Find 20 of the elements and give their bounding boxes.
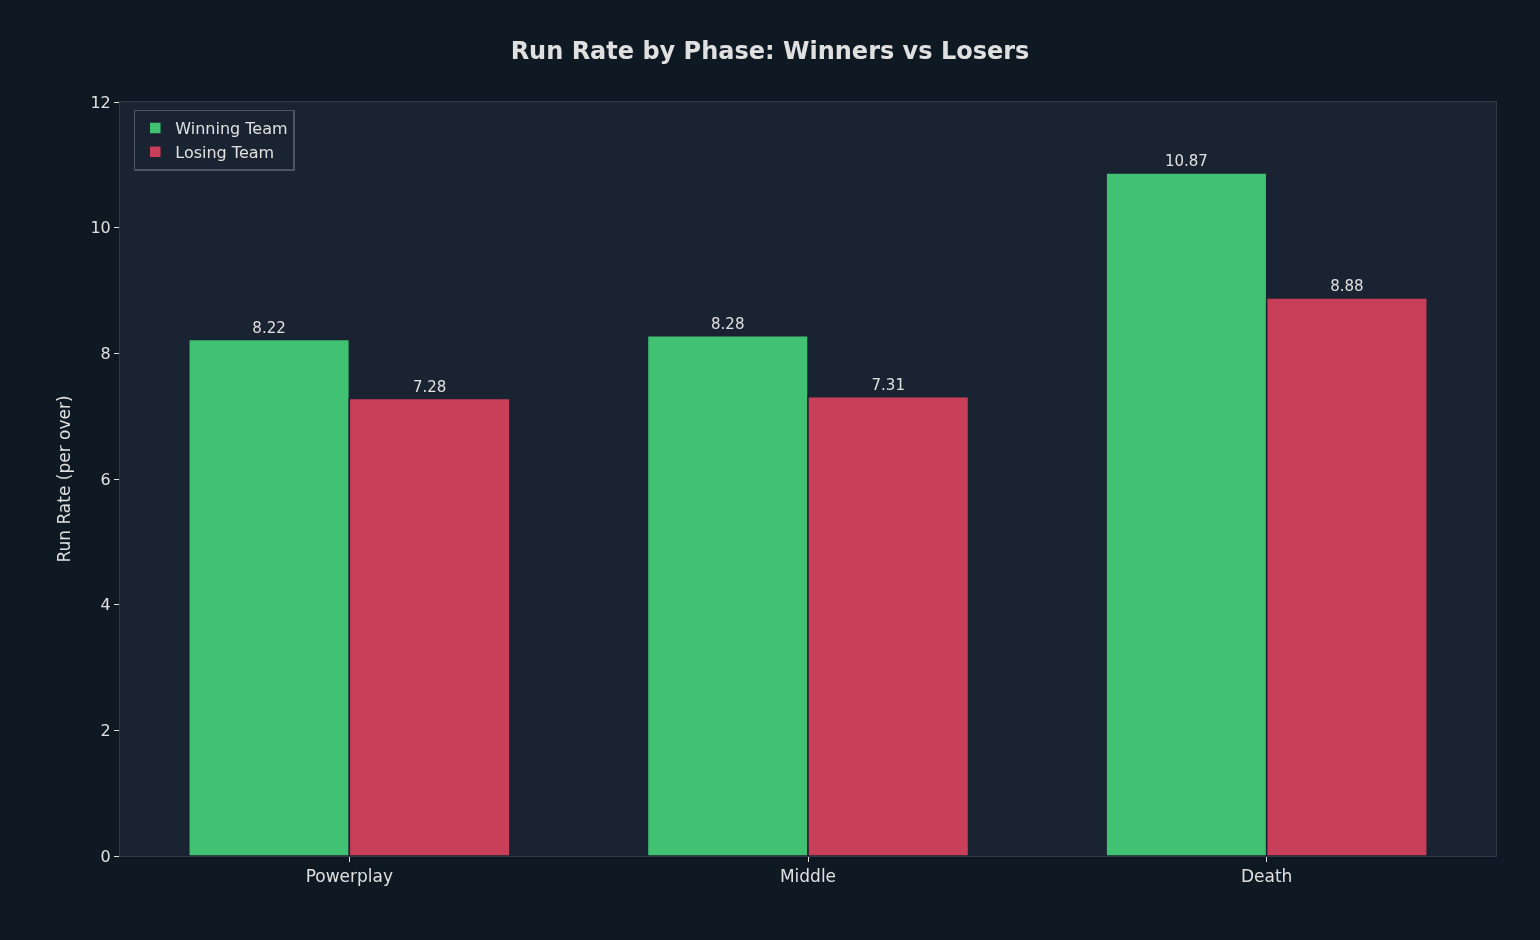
y-tick-label: 6 — [100, 469, 111, 489]
data-label: 8.22 — [252, 318, 286, 337]
x-tick-label: Powerplay — [305, 866, 394, 887]
data-label: 7.28 — [412, 377, 447, 396]
x-tick-label: Death — [1240, 866, 1293, 887]
y-tick-label: 0 — [100, 846, 111, 866]
data-label: 10.87 — [1164, 152, 1208, 170]
data-label: 8.28 — [711, 314, 745, 333]
x-tick-label: Middle — [779, 866, 837, 887]
y-tick-label: 2 — [100, 720, 111, 740]
data-label: 7.31 — [871, 375, 905, 394]
y-tick-label: 8 — [100, 343, 111, 363]
y-axis-title: Run Rate (per over) — [53, 395, 74, 563]
y-tick-label: 12 — [90, 92, 111, 112]
legend-label: Losing Team — [175, 142, 275, 162]
data-label: 8.88 — [1330, 277, 1364, 296]
y-tick-label: 10 — [90, 218, 111, 238]
y-tick-label: 4 — [100, 595, 111, 615]
legend-label: Winning Team — [175, 119, 288, 139]
chart-title: Run Rate by Phase: Winners vs Losers — [510, 37, 1030, 66]
